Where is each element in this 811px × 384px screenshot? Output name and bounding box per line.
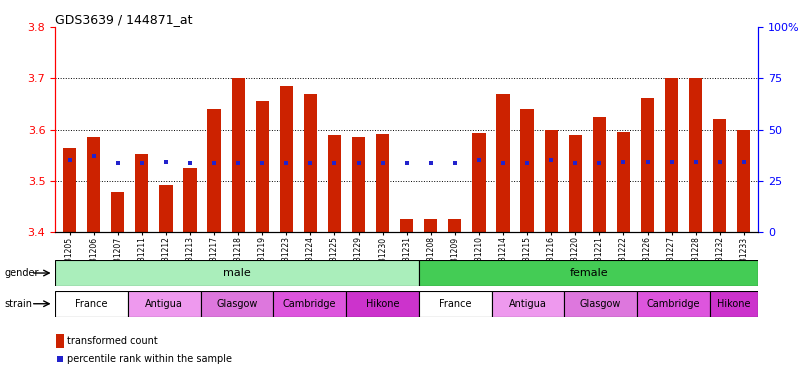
Text: Hikone: Hikone	[717, 299, 751, 309]
Bar	[569, 135, 582, 232]
Text: France: France	[75, 299, 108, 309]
Text: Cambridge: Cambridge	[283, 299, 337, 309]
Bar	[135, 154, 148, 232]
Bar	[689, 78, 702, 232]
Text: GDS3639 / 144871_at: GDS3639 / 144871_at	[55, 13, 193, 26]
Bar	[448, 220, 461, 232]
Bar	[491, 291, 564, 317]
Bar	[564, 291, 637, 317]
Bar	[424, 220, 437, 232]
Bar	[273, 291, 346, 317]
Bar	[128, 291, 200, 317]
Bar	[208, 109, 221, 232]
Text: percentile rank within the sample: percentile rank within the sample	[67, 354, 232, 364]
Bar	[418, 291, 491, 317]
Bar	[376, 134, 389, 232]
Bar	[55, 260, 418, 286]
Text: France: France	[439, 299, 471, 309]
Text: Cambridge: Cambridge	[646, 299, 700, 309]
Bar	[304, 94, 317, 232]
Bar	[521, 109, 534, 232]
Text: Antigua: Antigua	[145, 299, 183, 309]
Bar	[665, 78, 678, 232]
Bar	[637, 291, 710, 317]
Text: male: male	[223, 268, 251, 278]
Text: transformed count: transformed count	[67, 336, 157, 346]
Bar	[400, 220, 414, 232]
Bar	[418, 260, 758, 286]
Bar	[737, 129, 750, 232]
Bar	[255, 101, 269, 232]
Bar	[183, 168, 196, 232]
Bar	[200, 291, 273, 317]
Bar	[352, 137, 365, 232]
Bar	[641, 98, 654, 232]
Text: Antigua: Antigua	[509, 299, 547, 309]
Bar	[544, 129, 558, 232]
Text: Hikone: Hikone	[366, 299, 399, 309]
Bar	[55, 291, 128, 317]
Bar	[496, 94, 509, 232]
Bar	[87, 137, 101, 232]
Bar	[111, 192, 124, 232]
Bar	[710, 291, 758, 317]
Bar	[159, 185, 173, 232]
Text: Glasgow: Glasgow	[217, 299, 258, 309]
Text: strain: strain	[4, 299, 32, 309]
Bar	[328, 135, 341, 232]
Bar	[472, 133, 486, 232]
Text: Glasgow: Glasgow	[580, 299, 621, 309]
Bar	[231, 78, 245, 232]
Text: gender: gender	[4, 268, 39, 278]
Bar	[63, 147, 76, 232]
Bar	[593, 117, 606, 232]
Bar	[713, 119, 727, 232]
Bar	[56, 334, 64, 348]
Text: female: female	[569, 268, 608, 278]
Bar	[346, 291, 418, 317]
Bar	[280, 86, 293, 232]
Bar	[617, 132, 630, 232]
